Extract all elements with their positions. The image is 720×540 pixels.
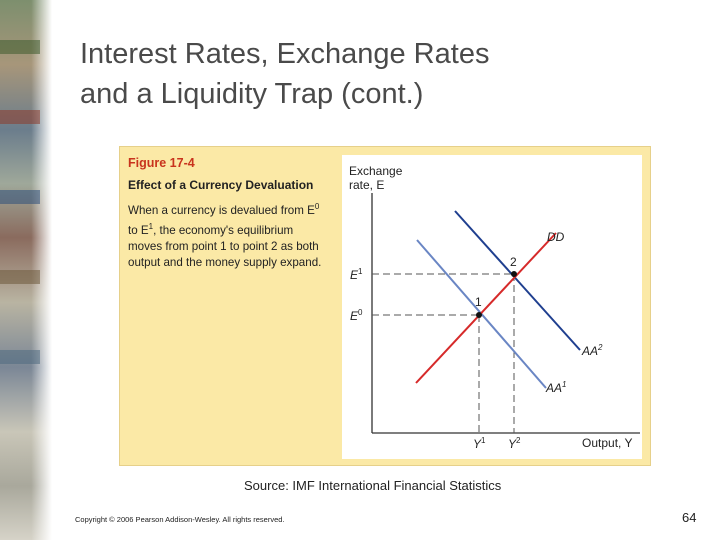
aa1-label: AA1 xyxy=(545,380,566,395)
desc-part3: , the economy's equilibrium moves from p… xyxy=(128,223,322,269)
y1-label-text: Y xyxy=(473,437,482,451)
dd-label: DD xyxy=(547,230,565,244)
figure-caption: Figure 17-4 Effect of a Currency Devalua… xyxy=(128,155,328,271)
source-note: Source: IMF International Financial Stat… xyxy=(244,478,502,493)
figure-title: Effect of a Currency Devaluation xyxy=(128,178,314,192)
e0-label-text: E xyxy=(350,309,359,323)
decorative-band xyxy=(0,270,40,284)
y2-label-sup: 2 xyxy=(516,436,521,445)
slide-title-line1: Interest Rates, Exchange Rates xyxy=(80,38,490,70)
y-axis-label-line1: Exchange xyxy=(349,164,403,178)
y1-label-sup: 1 xyxy=(481,436,486,445)
desc-sup2: 1 xyxy=(148,221,154,231)
e0-label: E0 xyxy=(350,308,363,323)
y2-label: Y2 xyxy=(508,436,521,451)
slide-title: Interest Rates, Exchange Rates and a Liq… xyxy=(80,34,680,114)
aa2-label: AA2 xyxy=(581,343,603,358)
y2-label-text: Y xyxy=(508,437,517,451)
y1-label: Y1 xyxy=(473,436,486,451)
equilibrium-point-1 xyxy=(476,312,482,318)
decorative-band xyxy=(0,40,40,54)
diagram-plot-area: Exchange rate, E Output, Y 1 2 DD AA2 AA… xyxy=(342,155,642,459)
slide-title-line2: and a Liquidity Trap (cont.) xyxy=(80,78,424,110)
equilibrium-point-2 xyxy=(511,271,517,277)
e1-label: E1 xyxy=(350,267,363,282)
decorative-band xyxy=(0,350,40,364)
decorative-side-strip xyxy=(0,0,52,540)
currency-devaluation-diagram: Exchange rate, E Output, Y 1 2 DD AA2 AA… xyxy=(349,164,640,451)
decorative-band xyxy=(0,190,40,204)
e0-label-sup: 0 xyxy=(358,308,363,317)
desc-part2: to E xyxy=(128,223,149,237)
point-1-label: 1 xyxy=(475,295,482,309)
dd-curve xyxy=(415,232,557,384)
aa2-curve xyxy=(454,210,581,351)
y-axis-label-line2: rate, E xyxy=(349,178,384,192)
figure-description: When a currency is devalued from E0 to E… xyxy=(128,199,328,271)
aa2-label-text: AA xyxy=(581,344,598,358)
desc-part1: When a currency is devalued from E xyxy=(128,203,315,217)
e1-label-text: E xyxy=(350,268,359,282)
e1-label-sup: 1 xyxy=(358,267,363,276)
aa1-label-text: AA xyxy=(545,381,562,395)
aa2-label-sup: 2 xyxy=(597,343,603,352)
desc-sup1: 0 xyxy=(314,202,320,211)
aa1-label-sup: 1 xyxy=(562,380,566,389)
decorative-band xyxy=(0,110,40,124)
x-axis-label: Output, Y xyxy=(582,436,632,450)
figure-number: Figure 17-4 xyxy=(128,156,195,170)
copyright-notice: Copyright © 2006 Pearson Addison-Wesley.… xyxy=(75,515,285,524)
page-number: 64 xyxy=(682,510,697,525)
point-2-label: 2 xyxy=(510,255,517,269)
figure-panel: Figure 17-4 Effect of a Currency Devalua… xyxy=(119,146,651,466)
